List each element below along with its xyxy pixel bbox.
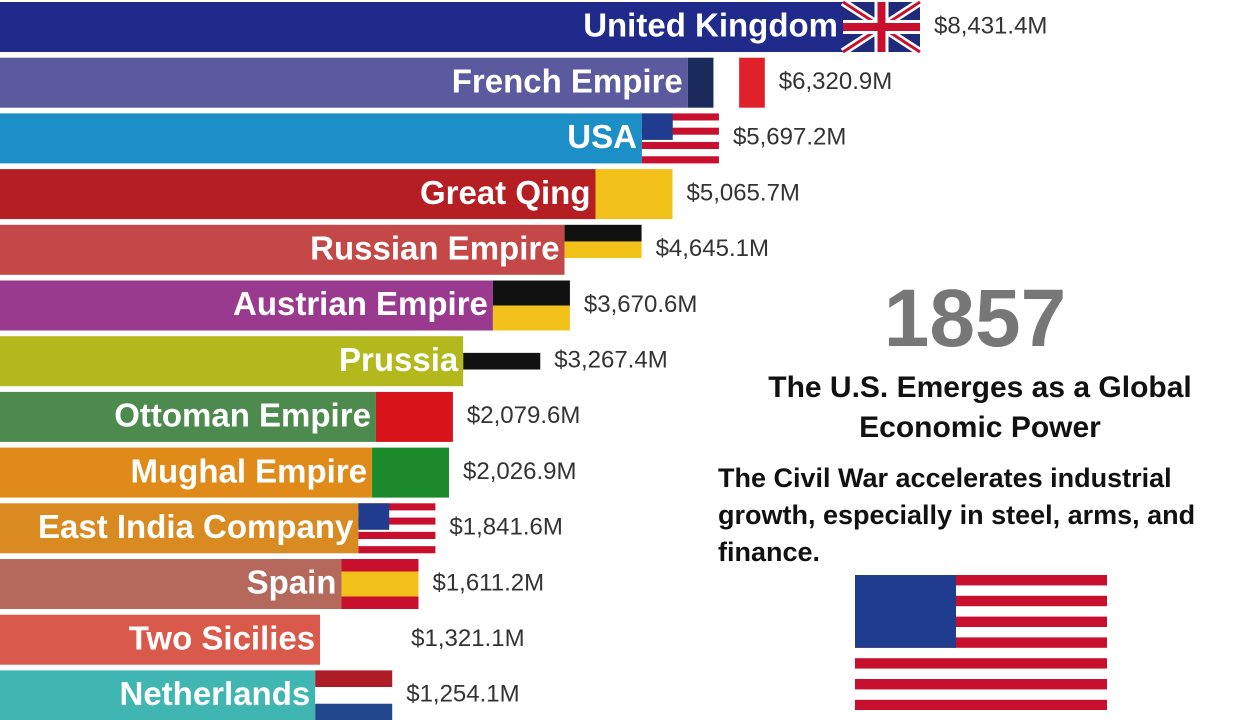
flag-part [372, 447, 450, 498]
flag-part [641, 149, 719, 157]
category-label: East India Company [38, 508, 354, 545]
category-label: Great Qing [420, 174, 591, 211]
flag-part [358, 531, 436, 540]
flag-part [358, 503, 436, 511]
flag-part [687, 57, 714, 108]
year-label: 1857 [883, 273, 1067, 364]
flag-part [463, 336, 541, 353]
bar [0, 447, 373, 498]
value-label: $6,320.9M [779, 68, 892, 95]
flag-part [641, 156, 719, 164]
flag [375, 391, 453, 442]
flag [372, 447, 450, 498]
value-label: $8,431.4M [934, 12, 1047, 39]
category-label: Russian Empire [310, 230, 559, 267]
bar [0, 224, 565, 275]
flag-part [641, 127, 719, 135]
bar [0, 57, 688, 108]
category-label: Prussia [339, 341, 459, 378]
category-label: Netherlands [120, 675, 311, 712]
flag [320, 614, 398, 665]
flag [315, 670, 393, 720]
bar [0, 336, 464, 387]
flag-part [375, 391, 453, 442]
flag-part [463, 369, 541, 387]
category-label: Ottoman Empire [114, 397, 371, 434]
flag-part [641, 120, 719, 128]
flag-part [358, 524, 436, 532]
bar [0, 2, 843, 52]
value-label: $4,645.1M [656, 235, 769, 262]
flag-part [315, 687, 393, 704]
value-label: $1,841.6M [449, 514, 562, 541]
category-label: Austrian Empire [233, 285, 488, 322]
flag-part [358, 546, 436, 554]
description: The Civil War accelerates industrial gro… [718, 463, 1196, 567]
flag-part [492, 280, 570, 306]
value-label: $3,267.4M [554, 347, 667, 374]
flag-part [877, 2, 886, 52]
flag [341, 559, 419, 609]
flag-part [492, 305, 570, 331]
bar [0, 113, 642, 164]
flag-part [641, 113, 719, 121]
value-label: $1,611.2M [432, 569, 544, 596]
flag-part [463, 352, 541, 370]
flag [595, 169, 673, 220]
flag [492, 280, 570, 331]
flag-part [358, 517, 436, 525]
category-label: United Kingdom [583, 7, 838, 44]
flag-part [358, 503, 390, 530]
flag [564, 224, 642, 275]
bar [0, 280, 493, 331]
value-label: $1,254.1M [406, 681, 519, 708]
category-label: French Empire [452, 62, 683, 99]
bar [0, 559, 342, 609]
flag-part [315, 703, 393, 720]
flag [463, 336, 541, 387]
bar [0, 169, 596, 220]
value-label: $3,670.6M [584, 291, 697, 318]
flag [641, 113, 719, 164]
flag-part [595, 169, 673, 220]
value-label: $2,026.9M [463, 458, 576, 485]
flag-part [641, 141, 719, 150]
value-label: $5,065.7M [687, 179, 800, 206]
bar [0, 503, 359, 554]
flag-part [564, 224, 642, 242]
category-label: Mughal Empire [131, 452, 368, 489]
category-label: Spain [247, 564, 337, 601]
flag-part [341, 571, 419, 584]
category-label: USA [567, 118, 637, 155]
flag-part [739, 57, 765, 108]
flag-part [713, 57, 740, 108]
value-label: $2,079.6M [467, 402, 580, 429]
flag-part [641, 134, 719, 142]
flag-part [341, 559, 419, 572]
flag [358, 503, 436, 554]
flag-part [564, 241, 642, 259]
value-label: $5,697.2M [733, 124, 846, 151]
flag [840, 0, 923, 56]
flag-part [315, 670, 393, 688]
bar [0, 670, 316, 720]
flag-part [641, 113, 673, 140]
flag-part [358, 510, 436, 518]
value-label: $1,321.1M [411, 625, 524, 652]
flag [687, 57, 765, 108]
bar [0, 391, 376, 442]
flag-part [358, 539, 436, 547]
headline: The U.S. Emerges as a Global Economic Po… [768, 371, 1192, 444]
category-label: Two Sicilies [129, 619, 315, 656]
flag-part [341, 596, 419, 609]
bar [0, 614, 321, 665]
flag-part [320, 614, 398, 665]
flag-part [564, 258, 642, 275]
flag-part [341, 584, 419, 597]
